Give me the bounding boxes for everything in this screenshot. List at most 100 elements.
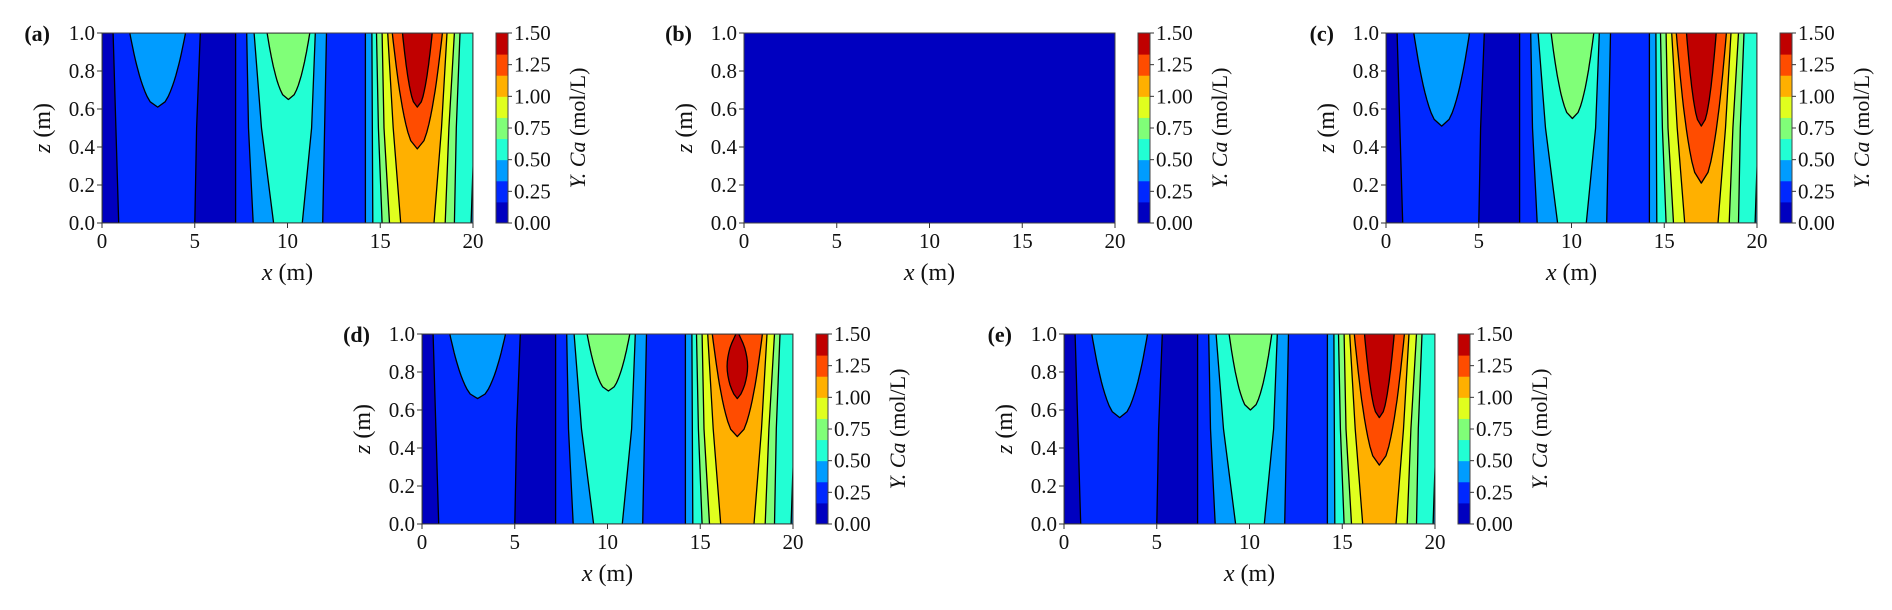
- colorbar-swatch-0: [1138, 201, 1150, 224]
- colorbar-label: Y. Ca (mol/L): [885, 369, 910, 490]
- y-axis-label: z (m): [30, 103, 56, 154]
- x-tick-label: 5: [190, 229, 201, 253]
- colorbar-swatch-4: [816, 418, 828, 441]
- colorbar-swatch-0: [1780, 201, 1792, 224]
- y-tick-label: 0.2: [711, 173, 737, 197]
- y-tick-label: 0.0: [69, 211, 95, 235]
- colorbar-tick-label: 1.25: [1798, 53, 1835, 77]
- colorbar-swatch-8: [496, 33, 508, 55]
- y-tick-label: 0.2: [389, 474, 415, 498]
- y-tick-label: 0.6: [711, 97, 737, 121]
- colorbar-tick-label: 0.50: [1798, 148, 1835, 172]
- y-tick-label: 1.0: [711, 21, 737, 45]
- colorbar-tick-label: 0.75: [1156, 116, 1193, 140]
- contour-band-level-0: [422, 334, 440, 524]
- contour-band-level-0: [194, 33, 237, 223]
- colorbar-tick-label: 0.75: [834, 417, 871, 441]
- colorbar-swatch-1: [1780, 180, 1792, 203]
- y-tick-label: 0.0: [711, 211, 737, 235]
- colorbar-swatch-4: [1138, 117, 1150, 140]
- colorbar: 0.00 0.25 0.50 0.75 1.00 1.25 1.50 Y. Ca (mol/L…: [1457, 322, 1552, 536]
- contour-area: [1064, 334, 1435, 524]
- colorbar-swatch-2: [816, 460, 828, 483]
- colorbar-swatch-7: [1780, 54, 1792, 76]
- colorbar-tick-label: 0.25: [1156, 179, 1193, 203]
- x-axis-unit: (m): [1557, 260, 1598, 286]
- colorbar-label-unit: (mol/L): [885, 369, 910, 443]
- x-axis-unit: (m): [593, 561, 634, 587]
- x-tick-label: 10: [1239, 530, 1260, 554]
- x-tick-label: 5: [832, 229, 843, 253]
- colorbar-swatch-2: [1138, 159, 1150, 182]
- y-tick-label: 0.8: [69, 59, 95, 83]
- colorbar-swatch-4: [1780, 117, 1792, 140]
- colorbar-tick-label: 1.50: [1798, 21, 1835, 45]
- contour-band-level-2: [1413, 33, 1471, 127]
- colorbar-tick-label: 1.50: [1156, 21, 1193, 45]
- colorbar-tick-label: 1.50: [1476, 322, 1513, 346]
- contour-band-level-4: [266, 33, 311, 101]
- y-axis-label: z (m): [350, 404, 376, 455]
- y-axis-var: z: [992, 444, 1018, 455]
- x-tick-label: 5: [1474, 229, 1485, 253]
- y-axis-unit: (m): [30, 103, 56, 144]
- colorbar-tick-label: 1.00: [1476, 385, 1513, 409]
- panel-b: 0 5 10 15 200.00.20.40.60.81.0x (m)z (m)(b)0…: [665, 21, 1232, 286]
- y-tick-label: 0.2: [1031, 474, 1057, 498]
- colorbar-swatch-2: [1780, 159, 1792, 182]
- colorbar-swatch-6: [1780, 75, 1792, 97]
- colorbar-tick-label: 1.00: [834, 385, 871, 409]
- contour-band-level-2: [449, 334, 507, 400]
- contour-band-level-8: [726, 334, 749, 400]
- x-tick-label: 0: [1059, 530, 1070, 554]
- contour-band-level-0: [1478, 33, 1521, 223]
- y-tick-label: 1.0: [69, 21, 95, 45]
- contour-band-level-2: [129, 33, 187, 108]
- colorbar-tick-label: 1.50: [514, 21, 551, 45]
- y-axis-unit: (m): [350, 404, 376, 445]
- colorbar-tick-label: 0.50: [514, 148, 551, 172]
- colorbar-label-var: Y. Ca: [1527, 443, 1552, 490]
- colorbar-tick-label: 0.25: [1476, 480, 1513, 504]
- x-tick-label: 10: [919, 229, 940, 253]
- y-tick-label: 0.6: [1031, 398, 1057, 422]
- y-tick-label: 0.4: [711, 135, 738, 159]
- panel-label: (e): [988, 322, 1012, 347]
- colorbar-tick-label: 0.25: [834, 480, 871, 504]
- y-axis-var: z: [350, 444, 376, 455]
- y-tick-label: 0.2: [69, 173, 95, 197]
- colorbar-tick-label: 1.00: [514, 84, 551, 108]
- panel-e: 0 5 10 15 200.00.20.40.60.81.0x (m)z (m)(e)0…: [988, 322, 1552, 587]
- colorbar-swatch-0: [496, 201, 508, 224]
- colorbar-swatch-8: [1780, 33, 1792, 55]
- colorbar-swatch-7: [1138, 54, 1150, 76]
- contour-band-level-0: [1064, 334, 1082, 524]
- contour-area: [1386, 33, 1757, 223]
- y-tick-label: 1.0: [1031, 322, 1057, 346]
- y-tick-label: 0.6: [69, 97, 95, 121]
- colorbar-swatch-0: [1458, 502, 1470, 525]
- contour-band-level-0: [102, 33, 120, 223]
- contour-band-level-8: [1363, 334, 1395, 419]
- x-axis-var: x: [903, 260, 915, 286]
- x-tick-label: 0: [97, 229, 108, 253]
- colorbar-label-unit: (mol/L): [1207, 68, 1232, 142]
- x-tick-label: 0: [739, 229, 750, 253]
- y-tick-label: 0.4: [1353, 135, 1380, 159]
- contour-area: [744, 33, 1115, 223]
- x-tick-label: 20: [1105, 229, 1126, 253]
- x-axis-label: x (m): [1223, 561, 1275, 587]
- colorbar-swatch-6: [816, 376, 828, 398]
- colorbar-swatch-7: [816, 355, 828, 377]
- panel-label: (c): [1310, 21, 1334, 46]
- colorbar-swatch-4: [1458, 418, 1470, 441]
- colorbar-swatch-3: [1458, 439, 1470, 462]
- contour-band-level-4: [1550, 33, 1595, 120]
- colorbar-tick-label: 0.00: [1156, 211, 1193, 235]
- colorbar-swatch-6: [496, 75, 508, 97]
- y-axis-label: z (m): [1314, 103, 1340, 154]
- y-tick-label: 0.4: [389, 436, 416, 460]
- colorbar-tick-label: 1.50: [834, 322, 871, 346]
- y-axis-unit: (m): [992, 404, 1018, 445]
